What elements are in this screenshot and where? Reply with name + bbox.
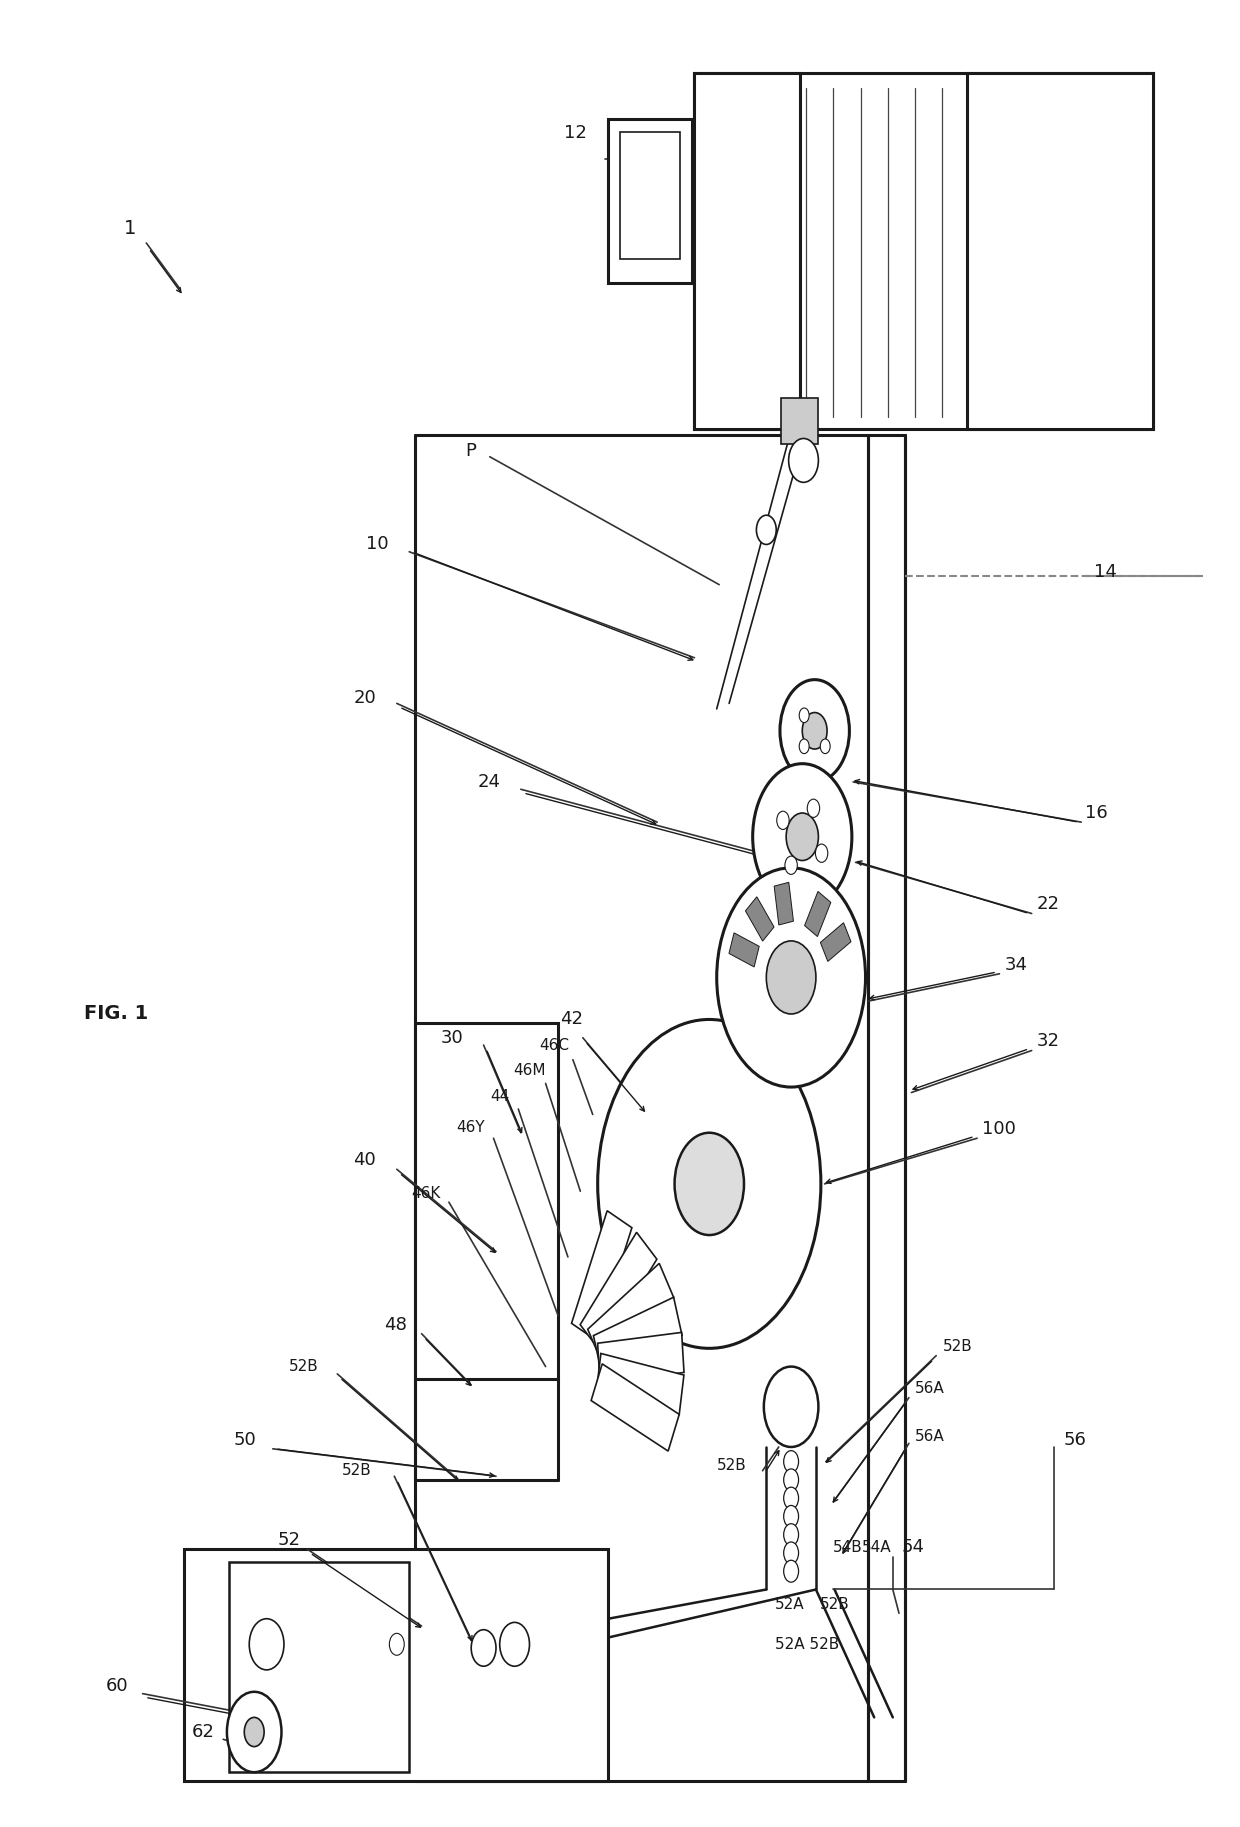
Text: 52B: 52B <box>942 1339 972 1354</box>
Circle shape <box>784 1505 799 1527</box>
Bar <box>608 119 692 283</box>
Circle shape <box>784 1542 799 1564</box>
Text: 34: 34 <box>1004 956 1028 974</box>
Text: 50: 50 <box>233 1431 255 1449</box>
Polygon shape <box>821 923 851 961</box>
Text: 56: 56 <box>1064 1431 1086 1449</box>
Text: 44: 44 <box>490 1089 510 1104</box>
Text: 52A 52B: 52A 52B <box>775 1637 839 1652</box>
Text: 30: 30 <box>440 1029 463 1047</box>
Polygon shape <box>580 1231 657 1352</box>
Circle shape <box>800 738 810 753</box>
Text: 1: 1 <box>124 219 136 238</box>
Polygon shape <box>745 897 774 941</box>
Text: 46K: 46K <box>412 1186 441 1200</box>
Polygon shape <box>596 1354 684 1414</box>
Bar <box>781 398 818 444</box>
Circle shape <box>471 1630 496 1666</box>
Text: 16: 16 <box>1085 804 1107 822</box>
Circle shape <box>780 680 849 782</box>
Polygon shape <box>774 882 794 924</box>
Text: P: P <box>465 442 476 460</box>
Circle shape <box>500 1622 529 1666</box>
Text: 62: 62 <box>192 1723 215 1741</box>
Text: 56A: 56A <box>915 1381 945 1396</box>
Text: 14: 14 <box>1094 563 1116 581</box>
Bar <box>229 1562 409 1772</box>
Text: FIG. 1: FIG. 1 <box>84 1005 149 1023</box>
Circle shape <box>756 515 776 544</box>
Text: 32: 32 <box>1037 1032 1060 1051</box>
Text: 12: 12 <box>564 124 587 143</box>
Circle shape <box>802 713 827 749</box>
Text: 54: 54 <box>901 1538 925 1557</box>
Text: 100: 100 <box>982 1120 1016 1138</box>
Circle shape <box>753 764 852 910</box>
Circle shape <box>784 1524 799 1546</box>
Text: 46C: 46C <box>539 1038 569 1052</box>
Circle shape <box>785 857 797 875</box>
Bar <box>694 73 800 429</box>
Circle shape <box>784 1560 799 1582</box>
Polygon shape <box>594 1297 682 1374</box>
Polygon shape <box>805 892 831 937</box>
Circle shape <box>807 798 820 817</box>
Circle shape <box>784 1451 799 1473</box>
Circle shape <box>389 1633 404 1655</box>
Polygon shape <box>591 1363 680 1451</box>
Polygon shape <box>598 1332 684 1383</box>
Text: 54A: 54A <box>862 1540 892 1555</box>
Circle shape <box>816 844 828 862</box>
Circle shape <box>764 1367 818 1447</box>
Circle shape <box>784 1487 799 1509</box>
Polygon shape <box>729 934 759 966</box>
Circle shape <box>800 709 810 723</box>
Text: 52B: 52B <box>289 1359 319 1374</box>
Polygon shape <box>572 1211 632 1341</box>
Text: 48: 48 <box>384 1315 407 1334</box>
Circle shape <box>776 811 789 829</box>
Text: 52B: 52B <box>342 1463 372 1478</box>
Bar <box>967 73 1153 429</box>
Circle shape <box>227 1692 281 1772</box>
Circle shape <box>789 438 818 482</box>
Text: 56A: 56A <box>915 1429 945 1443</box>
Text: 42: 42 <box>560 1010 584 1029</box>
Circle shape <box>820 738 830 753</box>
Polygon shape <box>588 1264 673 1363</box>
Bar <box>415 1023 558 1379</box>
Circle shape <box>766 941 816 1014</box>
Circle shape <box>598 1019 821 1348</box>
Bar <box>694 73 1153 429</box>
Text: 54B: 54B <box>833 1540 863 1555</box>
Circle shape <box>675 1133 744 1235</box>
Text: 10: 10 <box>366 535 388 554</box>
Bar <box>184 1549 608 1781</box>
Text: 52B: 52B <box>717 1458 746 1473</box>
Text: 22: 22 <box>1037 895 1060 914</box>
Circle shape <box>784 1469 799 1491</box>
Circle shape <box>786 813 818 861</box>
Text: 52A: 52A <box>775 1597 805 1611</box>
Bar <box>620 132 680 259</box>
Text: 46Y: 46Y <box>456 1120 485 1135</box>
Circle shape <box>717 868 866 1087</box>
Text: 40: 40 <box>353 1151 376 1169</box>
Text: 24: 24 <box>477 773 501 791</box>
Circle shape <box>249 1619 284 1670</box>
Text: 52B: 52B <box>820 1597 849 1611</box>
Text: 60: 60 <box>105 1677 128 1695</box>
Text: 20: 20 <box>353 689 376 707</box>
Text: 46M: 46M <box>513 1063 546 1078</box>
Circle shape <box>244 1717 264 1747</box>
Text: 52: 52 <box>278 1531 301 1549</box>
